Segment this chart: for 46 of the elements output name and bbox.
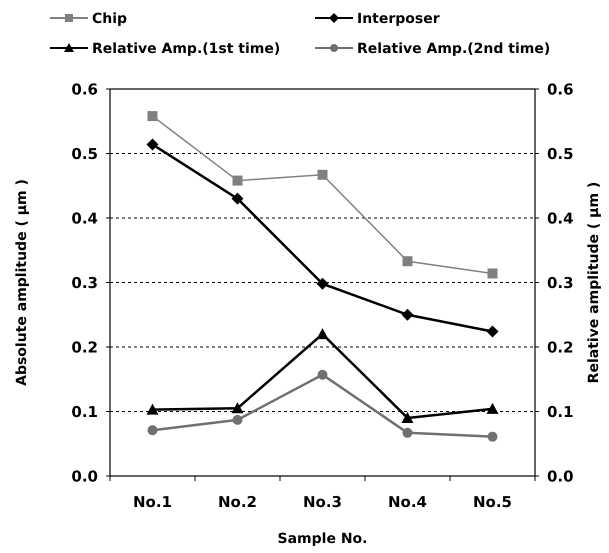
x-tick-label: No.5 (473, 493, 512, 511)
y2-tick-label: 0.1 (547, 402, 574, 421)
point (232, 402, 244, 414)
y-tick-label: 0.1 (71, 402, 98, 421)
point (488, 268, 498, 278)
point (318, 170, 328, 180)
point (146, 404, 158, 415)
point (232, 176, 242, 186)
point (402, 308, 414, 321)
x-tick-label: No.4 (388, 493, 427, 511)
x-axis-title: Sample No. (278, 531, 368, 547)
point (486, 402, 498, 414)
y2-axis-title: Relative amplitude ( μm ) (586, 182, 602, 384)
y-tick-label: 0.3 (71, 274, 98, 292)
point (148, 111, 158, 122)
y2-tick-label: 0.4 (547, 209, 574, 228)
point (318, 370, 328, 380)
legend-label: Relative Amp.(1st time) (92, 40, 280, 57)
y2-tick-label: 0.2 (547, 338, 574, 356)
point (232, 414, 242, 425)
y-tick-label: 0.6 (71, 80, 98, 98)
point (146, 138, 158, 150)
x-tick-label: No.2 (218, 493, 257, 511)
x-tick-label: No.3 (303, 493, 342, 511)
y2-tick-label: 0.3 (547, 274, 574, 292)
point (232, 192, 244, 205)
point (402, 256, 412, 266)
point (316, 278, 328, 290)
legend-label: Relative Amp.(2nd time) (357, 40, 550, 57)
legend-label: Interposer (357, 10, 440, 27)
point (316, 328, 328, 340)
y2-tick-label: 0.0 (547, 467, 574, 486)
legend-label: Chip (92, 10, 128, 27)
point (402, 412, 414, 423)
y-tick-label: 0.0 (71, 467, 98, 486)
y-tick-label: 0.4 (71, 209, 98, 228)
y-tick-label: 0.2 (71, 338, 98, 356)
point (148, 425, 158, 436)
x-tick-label: No.1 (133, 493, 172, 511)
point (486, 326, 498, 338)
y2-tick-label: 0.5 (547, 144, 574, 163)
y-tick-label: 0.5 (71, 144, 98, 163)
point (488, 432, 498, 442)
point (402, 428, 412, 438)
y2-tick-label: 0.6 (547, 80, 574, 98)
y-axis-title: Absolute amplitude ( μm ) (14, 179, 30, 386)
